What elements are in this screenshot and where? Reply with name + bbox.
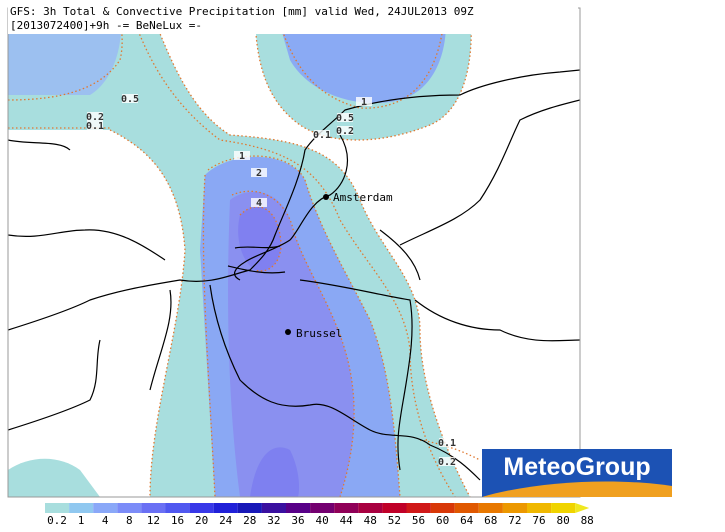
city-dot [323,194,329,200]
colorbar-box [117,503,142,513]
contour-label-bg [439,457,455,466]
colorbar-box [213,503,238,513]
colorbar-box [334,503,359,513]
contour-label-bg [314,130,330,139]
colorbar-label: 36 [291,514,304,527]
contour-label: 2 [256,168,262,179]
colorbar-label: 24 [219,514,233,527]
colorbar-box [93,503,118,513]
colorbar-box [430,503,455,513]
colorbar-label: 16 [171,514,184,527]
logo: MeteoGroup [482,449,672,497]
contour-label: 1 [361,97,367,108]
colorbar-label: 8 [126,514,133,527]
precip-area [250,447,300,497]
colorbar-box [551,503,576,513]
colorbar-label: 72 [508,514,521,527]
colorbar-label: 88 [581,514,594,527]
contour-label-bg [356,97,372,106]
colorbar-label: 20 [195,514,208,527]
logo-swoosh [482,481,672,497]
contour-label: 0.2 [86,112,104,123]
colorbar: 0.2 1 4 8 12 16 20 24 28 32 36 40 44 48 52 56 60 64 68 72 76… [45,503,594,527]
colorbar-label: 64 [460,514,474,527]
contour-label-bg [87,121,103,130]
colorbar-box [261,503,286,513]
colorbar-box [45,503,70,513]
colorbar-label: 28 [243,514,256,527]
colorbar-box [310,503,335,513]
precip-area [238,206,281,271]
colorbar-box [502,503,527,513]
contour-label: 0.5 [336,113,354,124]
header-bg [8,4,578,34]
colorbar-label: 1 [78,514,85,527]
colorbar-label: 4 [102,514,109,527]
colorbar-box [69,503,94,513]
contour-label: 0.2 [438,457,456,468]
colorbar-label: 60 [436,514,449,527]
colorbar-box [237,503,262,513]
precip-area [8,458,100,497]
contour-label-bg [337,126,353,135]
colorbar-label: 44 [340,514,354,527]
contour-label: 0.5 [121,94,139,105]
contour-label: 1 [239,151,245,162]
contour-label-bg [337,113,353,122]
contour-label-bg [87,112,103,121]
contour-label-bg [251,168,267,177]
colorbar-box [382,503,407,513]
contour-label-bg [122,94,138,103]
colorbar-label: 0.2 [47,514,67,527]
contour-label-bg [234,151,250,160]
colorbar-label: 32 [267,514,280,527]
colorbar-label: 76 [532,514,545,527]
colorbar-box [478,503,503,513]
colorbar-label: 80 [556,514,569,527]
coastlines [8,69,580,481]
colorbar-box [189,503,214,513]
colorbar-box [165,503,190,513]
contour-label-bg [439,438,455,447]
colorbar-arrow [575,503,590,513]
contour-label-bg [251,198,267,207]
map [7,7,581,498]
colorbar-label: 68 [484,514,497,527]
city-label: Brussel [296,327,342,340]
colorbar-box [286,503,311,513]
city-dot [285,329,291,335]
contour-label: 4 [256,198,262,209]
contour-label: 0.1 [86,121,104,132]
contour-label: 0.1 [313,130,331,141]
colorbar-box [358,503,383,513]
header-subtitle: [2013072400]+9h -= BeNeLux =- [10,19,202,32]
contour-label: 0.2 [336,126,354,137]
colorbar-box [454,503,479,513]
colorbar-label: 56 [412,514,425,527]
logo-text: MeteoGroup [503,453,650,481]
colorbar-box [527,503,552,513]
contour-label: 0.1 [438,438,456,449]
city-label: Amsterdam [333,191,393,204]
colorbar-label: 52 [388,514,401,527]
colorbar-box [406,503,431,513]
colorbar-label: 40 [315,514,328,527]
colorbar-label: 48 [364,514,377,527]
header-title: GFS: 3h Total & Convective Precipitation… [10,5,474,18]
colorbar-box [141,503,166,513]
colorbar-label: 12 [147,514,160,527]
